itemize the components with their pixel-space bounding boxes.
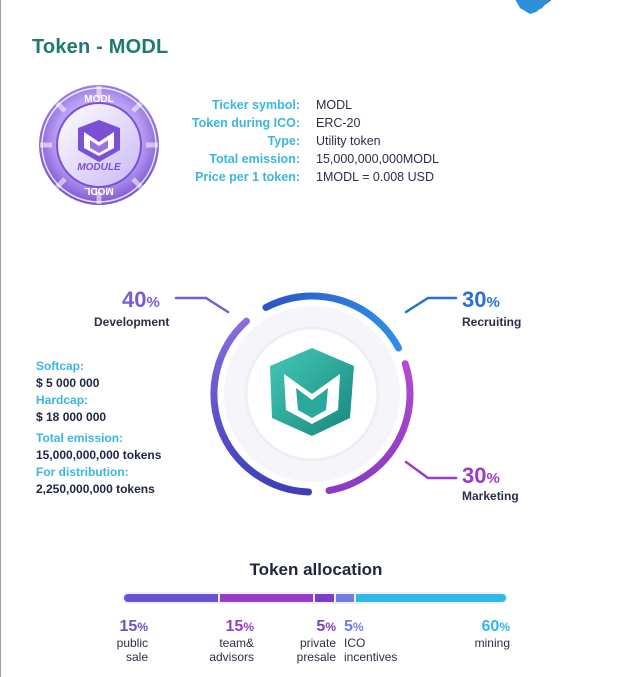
left-border-line xyxy=(0,0,1,677)
allocation-segment xyxy=(335,594,355,602)
page-title: Token - MODL xyxy=(32,36,169,58)
info-label: Price per 1 token: xyxy=(195,170,300,184)
softcap-value: $ 5 000 000 xyxy=(36,376,100,390)
distribution-value: 2,250,000,000 tokens xyxy=(36,482,155,496)
funding-caps: Softcap: $ 5 000 000 Hardcap: $ 18 000 0… xyxy=(36,358,161,498)
recruiting-arc xyxy=(262,292,403,352)
info-value: Utility token xyxy=(316,134,381,148)
distribution-label: For distribution: xyxy=(36,465,129,479)
recruiting-label: Recruiting xyxy=(462,315,522,329)
alloc-item-mining: 60% mining xyxy=(474,618,510,650)
info-row-standard: Token during ICO: ERC-20 xyxy=(190,114,439,132)
info-value: 15,000,000,000MODL xyxy=(316,152,440,166)
development-percent: 40% xyxy=(122,287,160,312)
alloc-item-public-sale: 15% public sale xyxy=(116,618,148,664)
info-label: Token during ICO: xyxy=(191,116,300,130)
cube-decoration xyxy=(515,0,552,14)
emission-label: Total emission: xyxy=(36,431,124,445)
allocation-segment xyxy=(219,594,313,602)
modl-center-logo-icon xyxy=(270,348,354,436)
coin-top-text: MODL xyxy=(84,94,113,105)
allocation-title: Token allocation xyxy=(249,560,383,579)
info-value: ERC-20 xyxy=(316,116,361,130)
modl-coin-logo: MODL MODULE MODL xyxy=(39,85,159,205)
info-row-ticker: Ticker symbol: MODL xyxy=(190,96,439,114)
alloc-item-private-presale: 5% private presale xyxy=(296,618,336,664)
softcap-label: Softcap: xyxy=(36,359,84,373)
recruiting-percent: 30% xyxy=(462,287,500,312)
alloc-item-team-advisors: 15% team& advisors xyxy=(209,618,254,664)
coin-center-text: MODULE xyxy=(77,162,121,173)
distribution-donut xyxy=(210,292,414,496)
allocation-segment xyxy=(124,594,218,602)
info-row-emission: Total emission: 15,000,000,000MODL xyxy=(190,150,439,168)
development-label: Development xyxy=(94,315,170,329)
marketing-percent: 30% xyxy=(462,463,500,488)
token-info-table: Ticker symbol: MODL Token during ICO: ER… xyxy=(190,96,439,186)
emission-value: 15,000,000,000 tokens xyxy=(36,448,162,462)
info-value: 1MODL = 0.008 USD xyxy=(316,170,434,184)
marketing-arc xyxy=(325,360,414,495)
hardcap-label: Hardcap: xyxy=(36,393,89,407)
info-value: MODL xyxy=(316,98,353,112)
marketing-label: Marketing xyxy=(462,489,519,503)
allocation-segment xyxy=(356,594,506,602)
info-row-price: Price per 1 token: 1MODL = 0.008 USD xyxy=(190,168,439,186)
coin-bottom-text: MODL xyxy=(84,185,113,196)
hardcap-value: $ 18 000 000 xyxy=(36,410,107,424)
alloc-item-ico-incentives: 5% ICO incentives xyxy=(344,618,398,664)
info-row-type: Type: Utility token xyxy=(190,132,439,150)
allocation-bar xyxy=(122,592,508,604)
info-label: Ticker symbol: xyxy=(211,98,300,112)
allocation-segment xyxy=(315,594,334,602)
info-label: Total emission: xyxy=(209,152,300,166)
info-label: Type: xyxy=(267,134,300,148)
development-arc xyxy=(210,317,313,496)
